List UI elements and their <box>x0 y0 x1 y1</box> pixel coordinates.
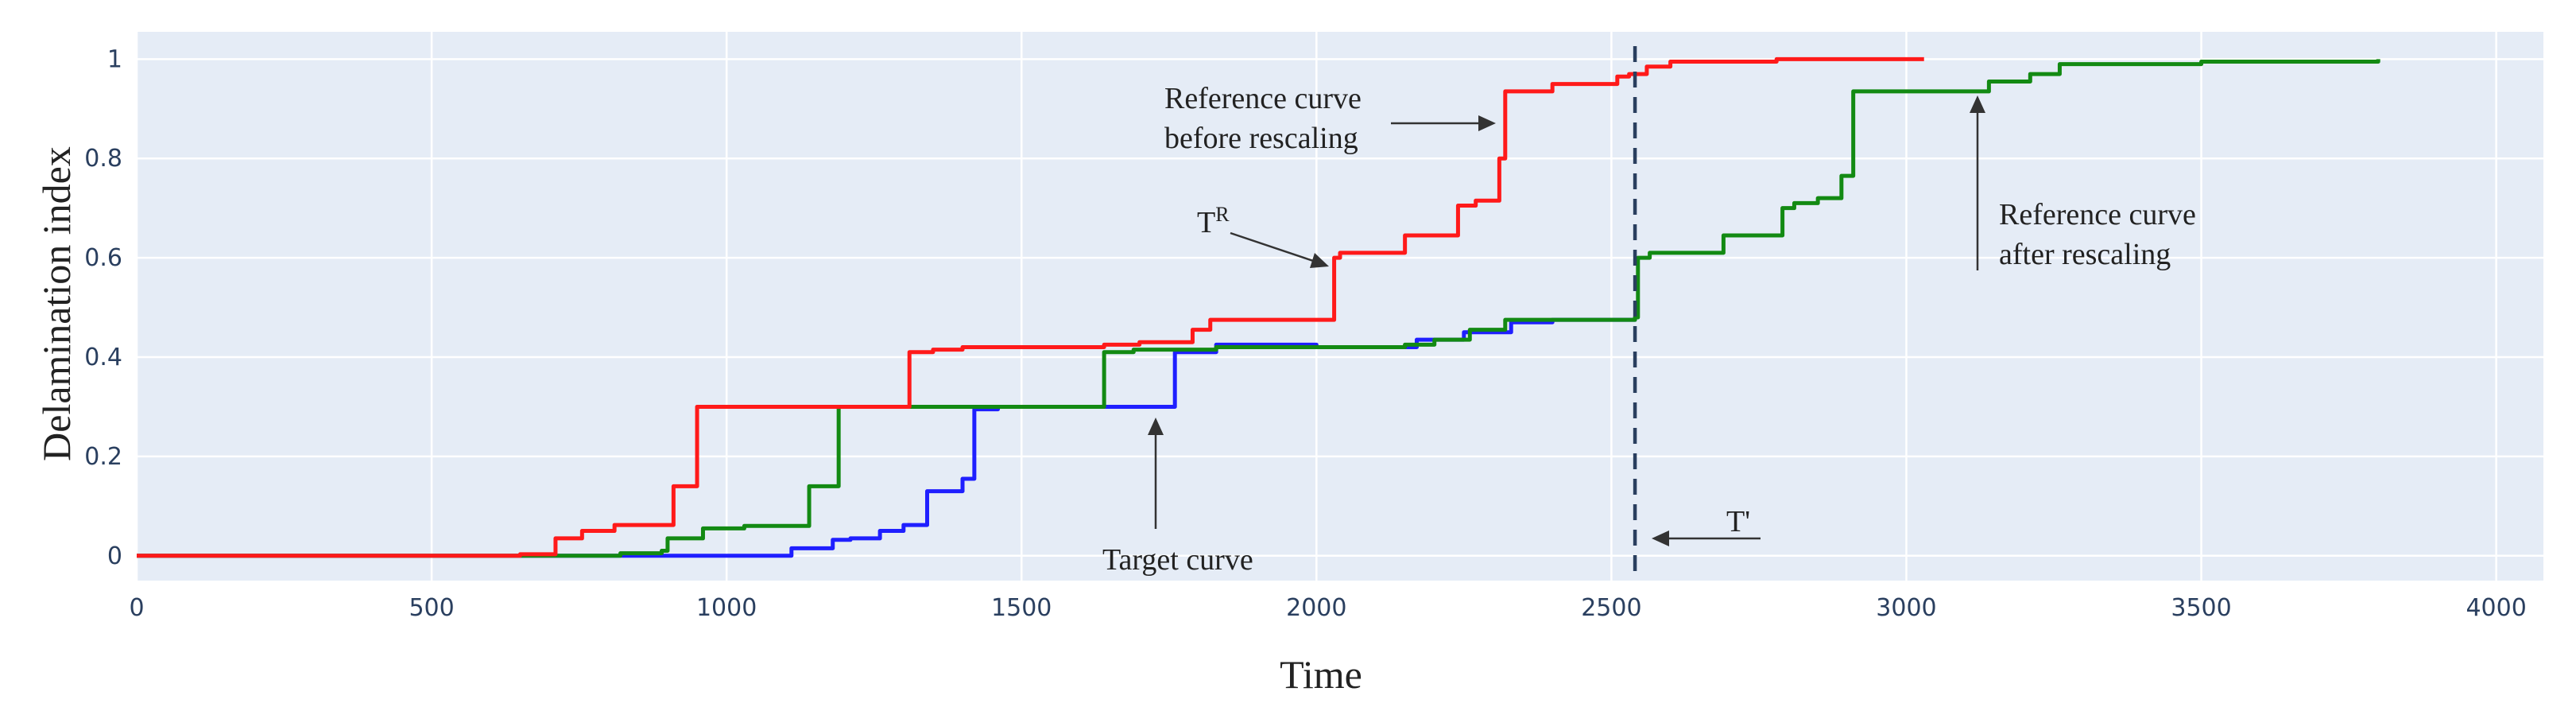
annotation-after-rescaling: Reference curve after rescaling <box>1970 95 2196 271</box>
annotation-target-curve: Target curve <box>1102 418 1253 577</box>
annotation-tprime-arrowhead <box>1652 530 1669 546</box>
x-tick-label: 1500 <box>991 594 1052 622</box>
y-tick-label: 1 <box>107 45 122 73</box>
annotation-tr-arrow <box>1230 231 1314 262</box>
series-reference-curve-after-rescaling <box>137 59 2380 558</box>
annotation-target-arrowhead <box>1148 418 1164 435</box>
annotation-before-rescaling: Reference curve before rescaling <box>1164 82 1496 155</box>
x-tick-labels: 0 500 1000 1500 2000 2500 3000 3500 4000 <box>129 594 2526 622</box>
y-tick-label: 0.2 <box>84 443 122 471</box>
annotation-tprime: T' <box>1652 505 1761 546</box>
annotation-after-line1: Reference curve <box>1999 198 2196 231</box>
x-tick-label: 0 <box>129 594 144 622</box>
grid-lines <box>135 32 2543 581</box>
annotation-after-arrowhead <box>1970 95 1985 113</box>
x-tick-label: 3000 <box>1876 594 1936 622</box>
x-tick-label: 500 <box>409 594 454 622</box>
y-tick-label: 0.8 <box>84 145 122 173</box>
y-axis-title: Delamination index <box>34 146 79 461</box>
annotation-before-arrowhead <box>1478 115 1496 131</box>
x-tick-label: 2500 <box>1581 594 1641 622</box>
annotation-tr: TR <box>1197 203 1329 268</box>
annotation-target-label: Target curve <box>1102 543 1253 577</box>
series-lines <box>137 56 2380 558</box>
annotation-tr-main: T <box>1197 206 1215 239</box>
annotation-tprime-label: T' <box>1726 505 1750 538</box>
y-tick-label: 0.6 <box>84 244 122 272</box>
annotation-after-line2: after rescaling <box>1999 238 2171 271</box>
series-reference-curve-before-rescaling <box>137 56 1924 558</box>
x-tick-label: 3500 <box>2171 594 2231 622</box>
annotation-before-line2: before rescaling <box>1164 122 1358 155</box>
y-tick-labels: 0 0.2 0.4 0.6 0.8 1 <box>84 45 122 569</box>
x-tick-label: 2000 <box>1286 594 1346 622</box>
y-tick-label: 0.4 <box>84 344 122 371</box>
plot-background <box>137 32 2543 581</box>
y-tick-label: 0 <box>107 542 122 570</box>
annotation-tr-label: TR <box>1197 203 1230 239</box>
annotation-tr-arrowhead <box>1310 253 1329 268</box>
annotation-before-line1: Reference curve <box>1164 82 1362 115</box>
x-tick-label: 4000 <box>2466 594 2526 622</box>
x-axis-title: Time <box>1280 652 1362 697</box>
annotation-tr-sup: R <box>1215 203 1230 226</box>
x-tick-label: 1000 <box>696 594 757 622</box>
